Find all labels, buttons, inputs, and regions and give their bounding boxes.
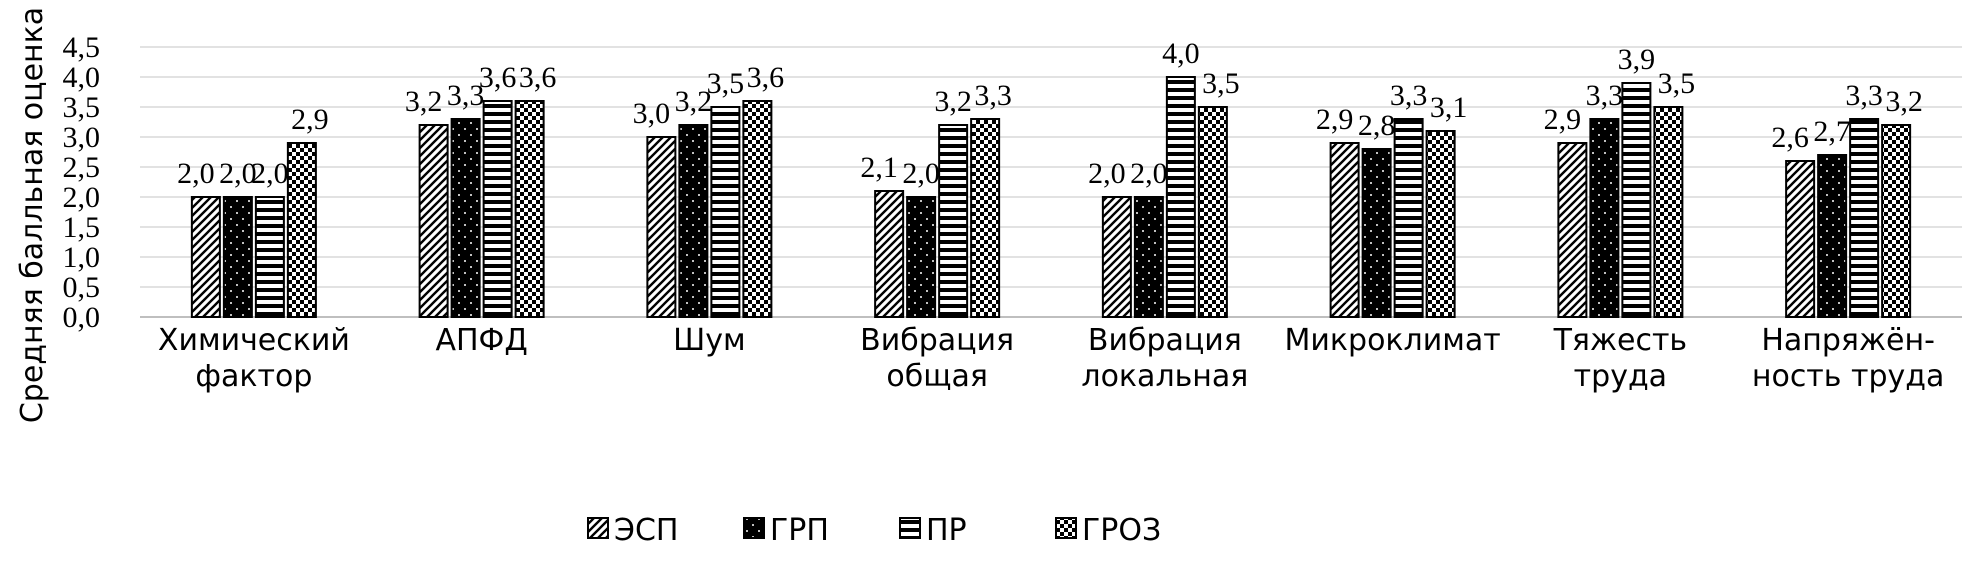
bar-ПР-6 bbox=[1621, 82, 1652, 318]
y-tick-label: 2,0 bbox=[63, 181, 101, 214]
data-label: 3,3 bbox=[1845, 79, 1883, 112]
data-label: 2,9 bbox=[1544, 103, 1582, 136]
bar-ПР-2 bbox=[710, 106, 741, 318]
data-label: 3,5 bbox=[707, 67, 745, 100]
legend-label: ГРП bbox=[770, 513, 829, 548]
bar-ПР-3 bbox=[938, 124, 969, 318]
bar-ГРП-2 bbox=[678, 124, 709, 318]
bar-ГРП-5 bbox=[1361, 148, 1392, 318]
bar-ЭСП-7 bbox=[1785, 160, 1816, 318]
y-tick-label: 3,5 bbox=[63, 91, 101, 124]
bar-ГРОЗ-6 bbox=[1653, 106, 1684, 318]
bar-ЭСП-2 bbox=[646, 136, 677, 318]
bar-ЭСП-0 bbox=[190, 196, 221, 318]
data-label: 3,2 bbox=[405, 85, 443, 118]
bar-ЭСП-1 bbox=[418, 124, 449, 318]
bars bbox=[190, 76, 1912, 318]
bar-ГРОЗ-0 bbox=[286, 142, 317, 318]
bar-ПР-1 bbox=[482, 100, 513, 318]
bar-ЭСП-3 bbox=[874, 190, 905, 318]
y-tick-label: 0,5 bbox=[63, 271, 101, 304]
data-label: 3,3 bbox=[974, 79, 1012, 112]
bar-ГРП-4 bbox=[1133, 196, 1164, 318]
data-label: 3,9 bbox=[1618, 43, 1656, 76]
category-label: Шум bbox=[673, 323, 745, 358]
category-labels: Химический фактор АПФД Шум Вибрация общая Вибр… bbox=[158, 323, 1945, 394]
bar-ЭСП-6 bbox=[1557, 142, 1588, 318]
data-label: 4,0 bbox=[1162, 37, 1200, 70]
category-label: Тяжесть труда bbox=[1553, 323, 1688, 394]
y-tick-label: 1,0 bbox=[63, 241, 101, 274]
data-label: 2,0 bbox=[1130, 157, 1168, 190]
bar-ГРОЗ-5 bbox=[1425, 130, 1456, 318]
data-label: 3,6 bbox=[479, 61, 517, 94]
y-axis-ticks: 0,00,51,01,52,02,53,03,54,04,5 bbox=[63, 31, 101, 334]
data-label: 2,9 bbox=[291, 103, 329, 136]
bar-ПР-0 bbox=[254, 196, 285, 318]
bar-ЭСП-4 bbox=[1101, 196, 1132, 318]
bar-ПР-7 bbox=[1849, 118, 1880, 318]
category-label: Микроклимат bbox=[1285, 323, 1501, 358]
category-label: Вибрация локальная bbox=[1081, 323, 1248, 394]
data-labels: 2,0 2,02,02,93,2 3,33,6 3,63,0 3,23,5 3,62,1 2… bbox=[177, 37, 1923, 190]
data-label: 3,2 bbox=[934, 85, 972, 118]
bar-ГРОЗ-4 bbox=[1197, 106, 1228, 318]
bar-ЭСП-5 bbox=[1329, 142, 1360, 318]
category-label: Химический фактор bbox=[158, 323, 350, 394]
y-tick-label: 4,0 bbox=[63, 61, 101, 94]
legend-swatch bbox=[899, 517, 921, 539]
bar-ГРОЗ-3 bbox=[970, 118, 1001, 318]
data-label: 3,1 bbox=[1430, 91, 1468, 124]
legend-label: ГРОЗ bbox=[1082, 513, 1161, 548]
y-tick-label: 4,5 bbox=[63, 31, 101, 64]
bar-ПР-4 bbox=[1165, 76, 1196, 318]
data-label: 3,3 bbox=[447, 79, 485, 112]
category-label: АПФД bbox=[435, 323, 527, 358]
category-label: Вибрация общая bbox=[860, 323, 1014, 394]
legend-label: ПР bbox=[926, 513, 967, 548]
y-tick-label: 3,0 bbox=[63, 121, 101, 154]
legend-swatch bbox=[587, 517, 609, 539]
data-label: 2,0 bbox=[177, 157, 215, 190]
bar-ГРП-3 bbox=[906, 196, 937, 318]
data-label: 3,6 bbox=[519, 61, 557, 94]
data-label: 3,5 bbox=[1202, 67, 1240, 100]
data-label: 3,3 bbox=[1390, 79, 1428, 112]
legend-label: ЭСП bbox=[614, 513, 678, 548]
data-label: 3,0 bbox=[633, 97, 671, 130]
bar-ГРОЗ-7 bbox=[1881, 124, 1912, 318]
data-label: 2,9 bbox=[1316, 103, 1354, 136]
data-label: 2,0 bbox=[251, 157, 289, 190]
data-label: 2,7 bbox=[1813, 115, 1851, 148]
legend-swatch bbox=[743, 517, 765, 539]
data-label: 2,0 bbox=[902, 157, 940, 190]
category-label: Напряжён-ность труда bbox=[1752, 323, 1945, 394]
y-axis-title: Средняя балльная оценка bbox=[15, 7, 50, 423]
data-label: 2,0 bbox=[219, 157, 257, 190]
legend: ЭСП ГРП ПР ГРОЗ bbox=[587, 513, 1161, 548]
data-label: 3,6 bbox=[747, 61, 785, 94]
data-label: 2,6 bbox=[1771, 121, 1809, 154]
data-label: 2,1 bbox=[860, 151, 898, 184]
data-label: 3,2 bbox=[675, 85, 713, 118]
y-tick-label: 1,5 bbox=[63, 211, 101, 244]
bar-ГРП-1 bbox=[450, 118, 481, 318]
y-tick-label: 0,0 bbox=[63, 301, 101, 334]
bar-ГРОЗ-1 bbox=[514, 100, 545, 318]
bar-ГРП-0 bbox=[222, 196, 253, 318]
legend-swatch bbox=[1055, 517, 1077, 539]
data-label: 3,2 bbox=[1885, 85, 1923, 118]
bar-ПР-5 bbox=[1393, 118, 1424, 318]
bar-ГРП-6 bbox=[1589, 118, 1620, 318]
data-label: 2,0 bbox=[1088, 157, 1126, 190]
data-label: 3,5 bbox=[1658, 67, 1696, 100]
bar-ГРОЗ-2 bbox=[742, 100, 773, 318]
bar-ГРП-7 bbox=[1817, 154, 1848, 318]
data-label: 2,8 bbox=[1358, 109, 1396, 142]
data-label: 3,3 bbox=[1586, 79, 1624, 112]
y-tick-label: 2,5 bbox=[63, 151, 101, 184]
